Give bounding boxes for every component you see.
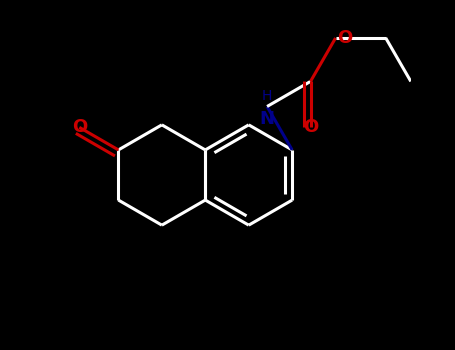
Text: O: O — [303, 118, 318, 135]
Text: N: N — [259, 110, 274, 127]
Text: O: O — [338, 29, 353, 47]
Text: H: H — [262, 89, 272, 103]
Text: O: O — [72, 118, 87, 136]
